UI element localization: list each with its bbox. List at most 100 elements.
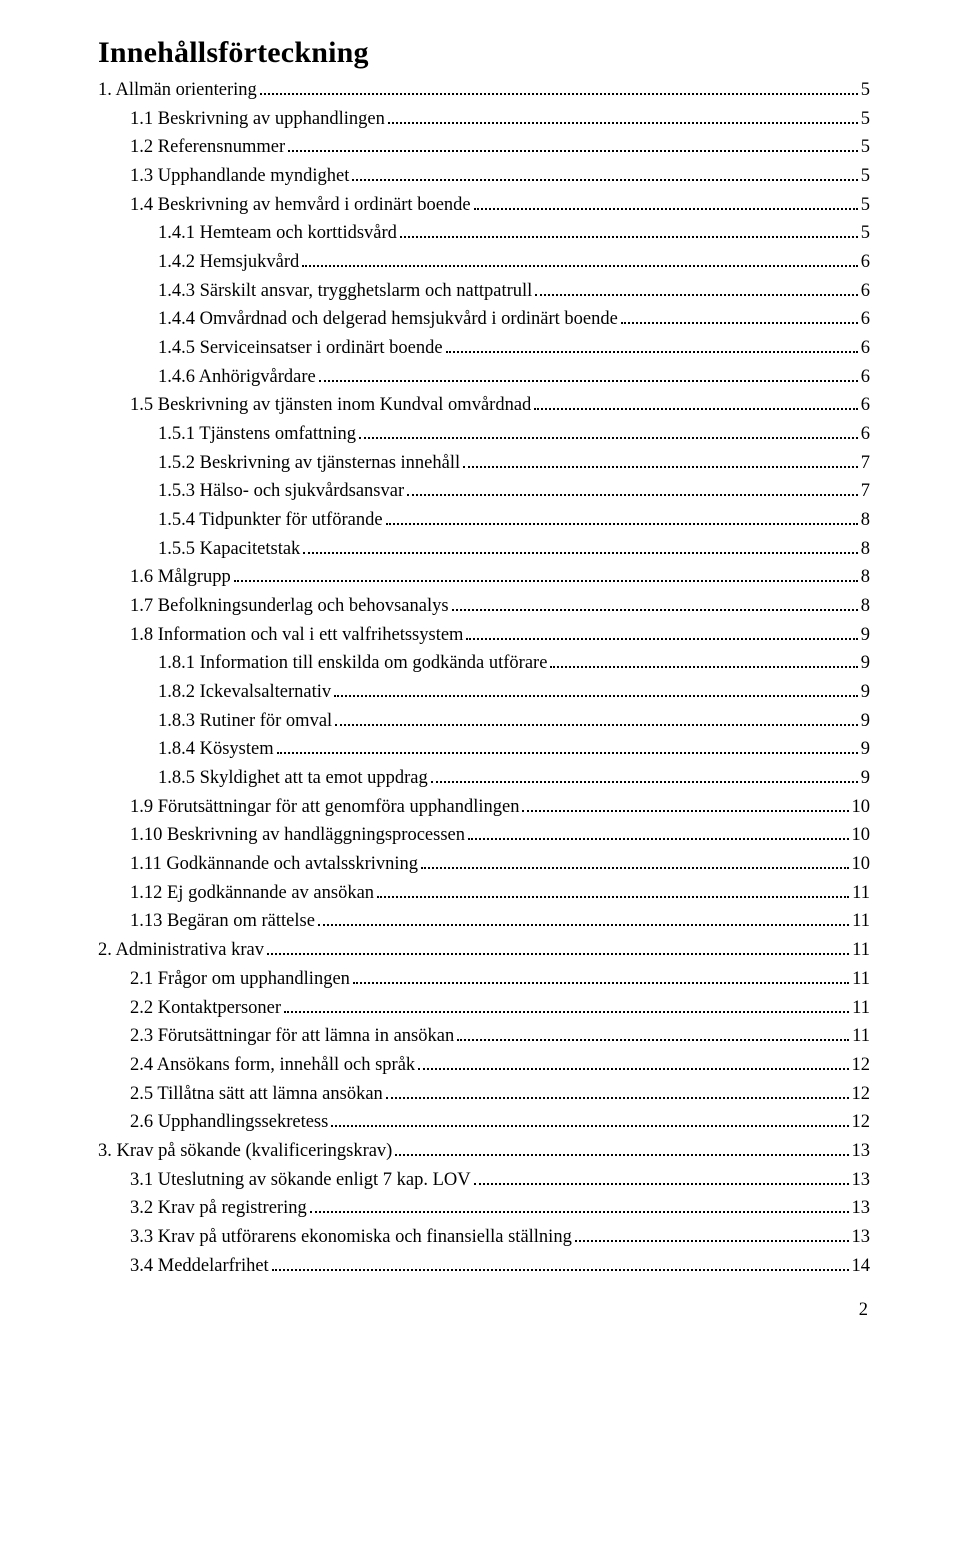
toc-entry-page: 8 (861, 535, 870, 564)
toc-entry-page: 6 (861, 277, 870, 306)
toc-entry-label: 1.12 Ej godkännande av ansökan (130, 879, 374, 908)
toc-entry-label: 1.5.1 Tjänstens omfattning (158, 420, 356, 449)
toc-leader-dots (468, 823, 849, 841)
toc-entry-label: 2.1 Frågor om upphandlingen (130, 965, 350, 994)
toc-entry-page: 9 (861, 707, 870, 736)
toc-entry-label: 1.1 Beskrivning av upphandlingen (130, 105, 385, 134)
toc-entry-page: 11 (852, 936, 870, 965)
toc-entry: 1.8.1 Information till enskilda om godkä… (98, 649, 870, 678)
toc-entry: 2. Administrativa krav 11 (98, 936, 870, 965)
toc-leader-dots (319, 364, 858, 382)
toc-leader-dots (318, 909, 849, 927)
toc-entry: 2.2 Kontaktpersoner 11 (98, 994, 870, 1023)
toc-entry-label: 1.5.4 Tidpunkter för utförande (158, 506, 383, 535)
toc-entry-page: 11 (852, 1022, 870, 1051)
toc-leader-dots (353, 966, 849, 984)
toc-leader-dots (550, 651, 857, 669)
toc-entry: 1.4.5 Serviceinsatser i ordinärt boende … (98, 334, 870, 363)
toc-entry: 1.6 Målgrupp 8 (98, 563, 870, 592)
toc-leader-dots (234, 565, 858, 583)
toc-entry: 1.4.4 Omvårdnad och delgerad hemsjukvård… (98, 305, 870, 334)
toc-entry-label: 1.7 Befolkningsunderlag och behovsanalys (130, 592, 449, 621)
toc-entry-label: 2.6 Upphandlingssekretess (130, 1108, 328, 1137)
toc-entry: 1.5.4 Tidpunkter för utförande 8 (98, 506, 870, 535)
toc-leader-dots (310, 1195, 849, 1213)
toc-entry: 2.6 Upphandlingssekretess 12 (98, 1108, 870, 1137)
toc-entry-label: 3.3 Krav på utförarens ekonomiska och fi… (130, 1223, 572, 1252)
toc-leader-dots (260, 77, 858, 95)
toc-leader-dots (335, 708, 858, 726)
toc-entry-page: 8 (861, 592, 870, 621)
toc-entry-page: 6 (861, 420, 870, 449)
toc-entry-page: 13 (852, 1194, 871, 1223)
toc-entry: 2.5 Tillåtna sätt att lämna ansökan 12 (98, 1080, 870, 1109)
toc-entry-page: 5 (861, 162, 870, 191)
toc-entry-label: 1.4.6 Anhörigvårdare (158, 363, 316, 392)
toc-leader-dots (522, 794, 848, 812)
toc-entry-label: 1.4.1 Hemteam och korttidsvård (158, 219, 397, 248)
toc-entry-page: 7 (861, 477, 870, 506)
toc-entry-label: 2.2 Kontaktpersoner (130, 994, 281, 1023)
toc-leader-dots (446, 335, 858, 353)
toc-leader-dots (288, 135, 858, 153)
toc-entry-page: 6 (861, 248, 870, 277)
toc-entry: 1.5.1 Tjänstens omfattning 6 (98, 420, 870, 449)
toc-entry-label: 1.9 Förutsättningar för att genomföra up… (130, 793, 519, 822)
toc-entry: 2.1 Frågor om upphandlingen 11 (98, 965, 870, 994)
toc-leader-dots (421, 851, 848, 869)
toc-entry-label: 3. Krav på sökande (kvalificeringskrav) (98, 1137, 392, 1166)
toc-entry: 1.5.5 Kapacitetstak 8 (98, 535, 870, 564)
page-title: Innehållsförteckning (98, 36, 870, 70)
toc-entry-page: 12 (852, 1080, 871, 1109)
toc-leader-dots (272, 1253, 849, 1271)
toc-entry-page: 6 (861, 305, 870, 334)
toc-entry: 1.8.2 Ickevalsalternativ 9 (98, 678, 870, 707)
toc-entry-page: 9 (861, 678, 870, 707)
toc-entry-page: 8 (861, 563, 870, 592)
toc-entry-label: 1.2 Referensnummer (130, 133, 285, 162)
toc-entry-label: 3.2 Krav på registrering (130, 1194, 307, 1223)
toc-entry-page: 13 (852, 1166, 871, 1195)
toc-leader-dots (400, 221, 858, 239)
toc-entry: 1.2 Referensnummer 5 (98, 133, 870, 162)
toc-leader-dots (334, 679, 858, 697)
toc-leader-dots (534, 393, 857, 411)
toc-entry: 1.4.1 Hemteam och korttidsvård 5 (98, 219, 870, 248)
toc-entry-label: 1.3 Upphandlande myndighet (130, 162, 349, 191)
toc-leader-dots (466, 622, 857, 640)
toc-leader-dots (452, 593, 858, 611)
toc-entry-label: 1.6 Målgrupp (130, 563, 231, 592)
toc-leader-dots (386, 507, 858, 525)
toc-entry-label: 3.1 Uteslutning av sökande enligt 7 kap.… (130, 1166, 471, 1195)
toc-entry: 2.3 Förutsättningar för att lämna in ans… (98, 1022, 870, 1051)
toc-entry-page: 10 (852, 793, 871, 822)
toc-entry-page: 9 (861, 764, 870, 793)
toc-entry-label: 1.4 Beskrivning av hemvård i ordinärt bo… (130, 191, 471, 220)
toc-leader-dots (388, 106, 858, 124)
toc-entry-label: 1.5.3 Hälso- och sjukvårdsansvar (158, 477, 404, 506)
toc-entry-label: 1.5.2 Beskrivning av tjänsternas innehål… (158, 449, 460, 478)
toc-entry-page: 12 (852, 1051, 871, 1080)
toc-leader-dots (431, 765, 858, 783)
toc-entry-page: 6 (861, 391, 870, 420)
toc-entry: 1.12 Ej godkännande av ansökan 11 (98, 879, 870, 908)
toc-leader-dots (463, 450, 858, 468)
toc-entry-page: 11 (852, 907, 870, 936)
toc-entry-page: 9 (861, 735, 870, 764)
toc-entry-label: 1.10 Beskrivning av handläggningsprocess… (130, 821, 465, 850)
toc-entry: 1.10 Beskrivning av handläggningsprocess… (98, 821, 870, 850)
toc-entry-label: 1.4.4 Omvårdnad och delgerad hemsjukvård… (158, 305, 618, 334)
toc-entry-page: 5 (861, 133, 870, 162)
toc-entry-page: 6 (861, 363, 870, 392)
page-number: 2 (98, 1300, 870, 1321)
toc-entry-page: 10 (852, 850, 871, 879)
toc-entry-label: 1.4.3 Särskilt ansvar, trygghetslarm och… (158, 277, 532, 306)
toc-entry-label: 1.8.5 Skyldighet att ta emot uppdrag (158, 764, 428, 793)
toc-entry-label: 1.4.2 Hemsjukvård (158, 248, 299, 277)
toc-leader-dots (359, 421, 858, 439)
toc-leader-dots (474, 1167, 849, 1185)
toc-leader-dots (377, 880, 849, 898)
toc-leader-dots (457, 1023, 849, 1041)
toc-leader-dots (303, 536, 857, 554)
toc-leader-dots (386, 1081, 849, 1099)
